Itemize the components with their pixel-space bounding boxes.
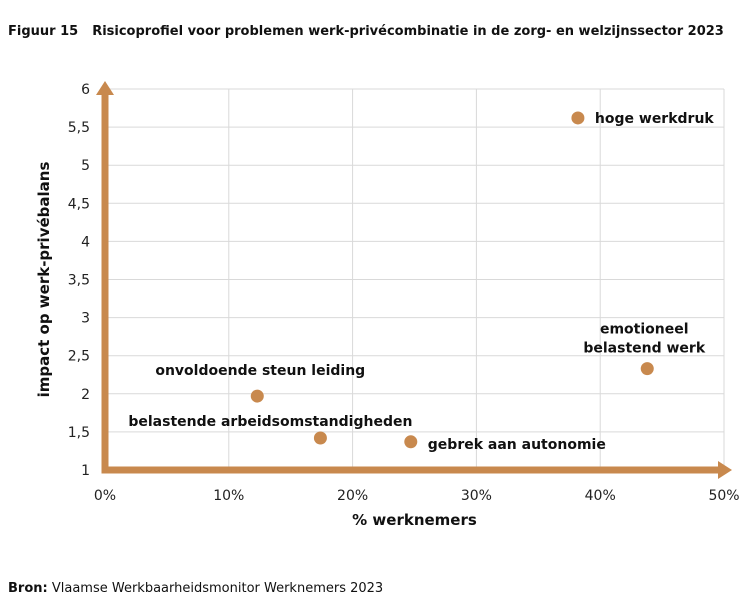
point-label: hoge werkdruk	[595, 111, 715, 127]
x-tick-label: 50%	[708, 488, 739, 504]
y-tick-label: 3	[81, 311, 90, 327]
y-tick-label: 4	[81, 234, 90, 250]
figure-header: Figuur 15 Risicoprofiel voor problemen we…	[8, 24, 724, 39]
data-points	[250, 111, 654, 449]
y-tick-label: 6	[81, 82, 90, 98]
data-point	[250, 389, 264, 403]
grid	[105, 88, 725, 470]
y-tick-label: 1	[81, 463, 90, 479]
source-note: Bron: Vlaamse Werkbaarheidsmonitor Werkn…	[8, 581, 383, 596]
y-tick-label: 5	[81, 158, 90, 174]
y-tick-label: 2,5	[68, 349, 90, 365]
y-tick-label: 3,5	[68, 273, 90, 289]
y-tick-label: 1,5	[68, 425, 90, 441]
x-tick-label: 40%	[585, 488, 616, 504]
data-point	[571, 111, 585, 125]
x-tick-label: 20%	[337, 488, 368, 504]
point-labels: hoge werkdruk emotioneel belastend werk onv…	[128, 111, 714, 453]
x-tick-label: 30%	[461, 488, 492, 504]
source-text: Vlaamse Werkbaarheidsmonitor Werknemers …	[51, 581, 384, 596]
tick-labels: 1 1,5 2 2,5 3 3,5 4 4,5 5 5,5 6 0% 10% 20% 30% 40% 50%	[68, 82, 740, 504]
x-axis-arrow	[718, 461, 732, 479]
data-point	[313, 431, 327, 445]
scatter-chart: 1 1,5 2 2,5 3 3,5 4 4,5 5 5,5 6 0% 10% 20% 30% 40% 50% h…	[35, 81, 740, 529]
source-label: Bron:	[8, 581, 48, 596]
figure-title: Risicoprofiel voor problemen werk-privéc…	[92, 24, 724, 39]
x-tick-label: 0%	[94, 488, 116, 504]
y-tick-label: 5,5	[68, 120, 90, 136]
y-axis-title: impact op werk-privébalans	[35, 162, 53, 398]
point-label: emotioneel belastend werk	[583, 322, 705, 357]
axes	[96, 81, 732, 479]
point-label: belastende arbeidsomstandigheden	[128, 414, 412, 430]
y-tick-label: 2	[81, 387, 90, 403]
point-label: onvoldoende steun leiding	[155, 363, 365, 379]
y-axis-arrow	[96, 81, 114, 95]
figure-number: Figuur 15	[8, 24, 79, 39]
data-point	[404, 435, 418, 449]
point-label: gebrek aan autonomie	[428, 437, 606, 453]
x-axis-title: % werknemers	[352, 511, 477, 529]
data-point	[640, 362, 654, 376]
x-tick-label: 10%	[213, 488, 244, 504]
y-tick-label: 4,5	[68, 196, 90, 212]
